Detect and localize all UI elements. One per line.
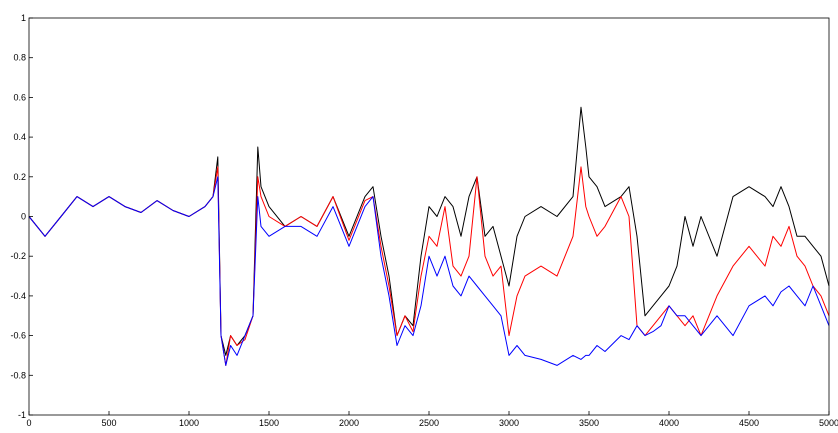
x-tick-label: 1500 — [259, 418, 279, 428]
y-tick-label: -1 — [18, 410, 26, 420]
series-line-0 — [28, 106, 830, 356]
x-tick-label: 4000 — [659, 418, 679, 428]
plot-area — [28, 106, 830, 366]
series-line-1 — [28, 166, 830, 366]
y-tick-label: -0.8 — [10, 370, 26, 380]
x-tick-label: 5000 — [819, 418, 838, 428]
x-tick-label: 2000 — [339, 418, 359, 428]
y-tick-label: 0.2 — [13, 172, 26, 182]
x-tick-label: 2500 — [419, 418, 439, 428]
axis-ticks: 0 500 1000 1500 2000 2500 3000 3500 4000 4500 5000… — [10, 13, 838, 428]
y-tick-label: 0 — [21, 212, 26, 222]
y-tick-label: 0.6 — [13, 92, 26, 102]
x-tick-label: 500 — [101, 418, 116, 428]
x-tick-label: 0 — [26, 418, 31, 428]
y-tick-label: -0.2 — [10, 251, 26, 261]
axes-box — [28, 17, 830, 416]
x-tick-label: 3500 — [579, 418, 599, 428]
y-tick-label: 0.8 — [13, 53, 26, 63]
y-tick-label: -0.4 — [10, 291, 26, 301]
x-tick-label: 4500 — [739, 418, 759, 428]
x-tick-label: 1000 — [179, 418, 199, 428]
y-tick-label: 1 — [21, 13, 26, 23]
y-tick-label: -0.6 — [10, 331, 26, 341]
series-line-2 — [28, 176, 830, 366]
x-tick-label: 3000 — [499, 418, 519, 428]
y-tick-label: 0.4 — [13, 132, 26, 142]
